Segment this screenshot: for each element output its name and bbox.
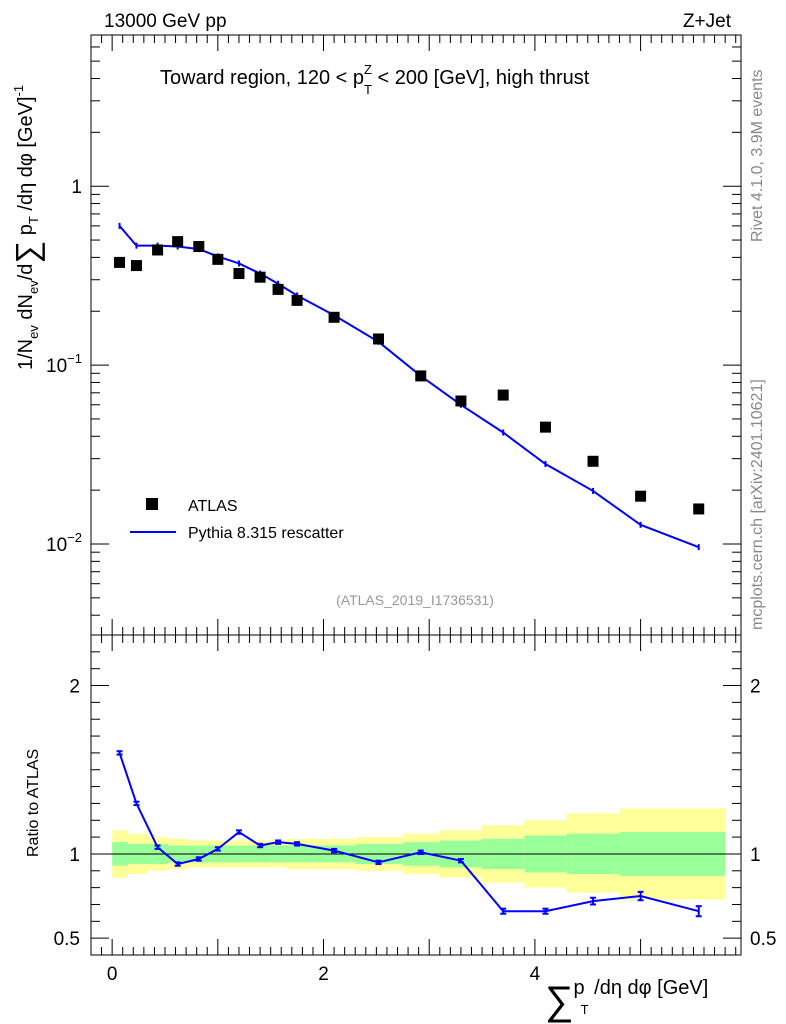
- atlas-point: [328, 311, 340, 323]
- x-tick-label: 2: [318, 964, 329, 985]
- mcplots-info: mcplots.cern.ch [arXiv:2401.10621]: [749, 379, 766, 630]
- atlas-point: [415, 370, 427, 382]
- lower-axes: 0.5 0.5 1 1 2 2 0 2 4: [54, 634, 776, 985]
- lower-y-tick-label-right: 1: [750, 845, 761, 866]
- plot-title: Toward region, 120 < pZ T < 200 [GeV], hi…: [160, 62, 590, 97]
- legend-atlas-marker: [146, 498, 158, 510]
- atlas-point: [212, 253, 224, 265]
- atlas-point: [272, 283, 284, 295]
- lower-y-tick-label-left: 0.5: [54, 929, 80, 950]
- x-tick-label: 0: [107, 964, 118, 985]
- atlas-point: [693, 503, 705, 515]
- x-axis-label: ∑p T /dη dφ [GeV]: [545, 977, 708, 1023]
- x-tick-label: 4: [530, 964, 541, 985]
- atlas-point: [291, 294, 303, 306]
- lower-y-tick-label-left: 2: [69, 677, 80, 698]
- atlas-point: [193, 241, 205, 253]
- atlas-point: [635, 490, 647, 502]
- atlas-point: [587, 455, 599, 467]
- upper-axes: 1 10−1 10−2: [46, 34, 742, 636]
- upper-data-marks: [114, 222, 705, 551]
- atlas-point: [114, 256, 126, 268]
- upper-y-tick-label: 1: [71, 177, 82, 198]
- atlas-point: [233, 268, 245, 280]
- atlas-point: [455, 395, 467, 407]
- atlas-point: [254, 271, 266, 283]
- atlas-point: [372, 333, 384, 345]
- lower-y-axis-label: Ratio to ATLAS: [25, 749, 42, 857]
- atlas-point: [539, 421, 551, 433]
- upper-frame: [90, 34, 742, 636]
- lower-y-tick-label-right: 0.5: [750, 929, 776, 950]
- atlas-point: [130, 260, 142, 272]
- upper-y-tick-label: 10−2: [46, 530, 82, 556]
- ratio-data-marks: [116, 750, 702, 918]
- header-right: Z+Jet: [683, 11, 732, 32]
- upper-y-axis-label: 1/Nev dNev/d∑ pT /dη dφ [GeV]-1: [9, 85, 45, 370]
- upper-y-tick-label: 10−1: [46, 351, 82, 377]
- legend-atlas-label: ATLAS: [188, 498, 238, 515]
- lower-y-tick-label-right: 2: [750, 677, 761, 698]
- analysis-id: (ATLAS_2019_I1736531): [336, 592, 494, 608]
- rivet-info: Rivet 4.1.0, 3.9M events: [749, 69, 766, 242]
- atlas-point: [497, 389, 509, 401]
- lower-y-tick-label-left: 1: [69, 845, 80, 866]
- lower-frame: [90, 634, 742, 956]
- header-left: 13000 GeV pp: [104, 11, 227, 32]
- legend-pythia-label: Pythia 8.315 rescatter: [188, 525, 344, 542]
- atlas-point: [152, 244, 164, 256]
- atlas-point: [172, 236, 184, 248]
